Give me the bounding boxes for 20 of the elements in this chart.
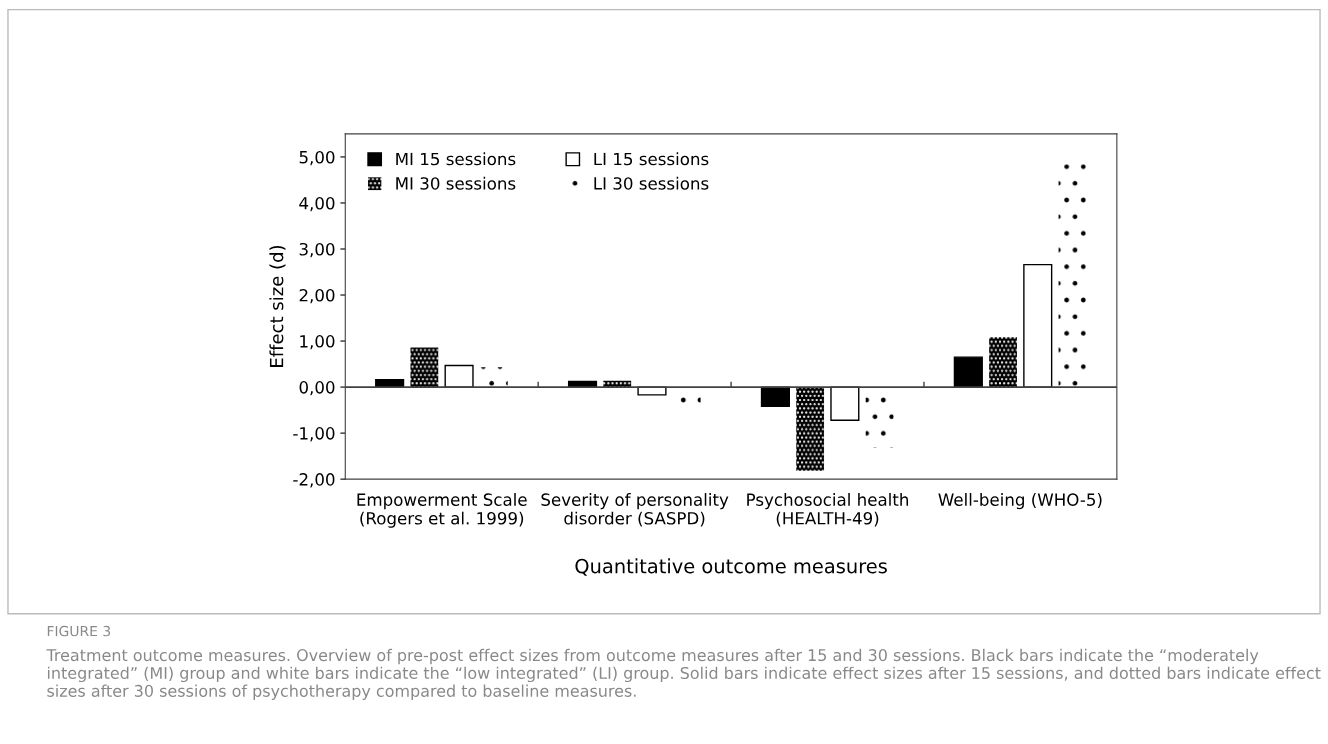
y-tick-label: 4,00: [299, 196, 335, 212]
caption: FIGURE 3: [47, 625, 111, 637]
y-tick-label: 1,00: [300, 335, 335, 350]
legend-label: MI 15 sessions: [396, 152, 516, 166]
x-axis-title: Quantitative outcome measures: [575, 558, 887, 576]
y-tick-label: 2,00: [299, 288, 335, 304]
x-tick-label: Psychosocial health (HEALTH-49): [747, 493, 908, 527]
y-tick-label: 0,00: [299, 381, 335, 396]
y-axis-title: Effect size (d): [269, 245, 286, 367]
legend-label: LI 30 sessions: [594, 176, 709, 190]
y-tick-label: -2,00: [293, 473, 335, 488]
x-tick-label: Well-being (WHO-5): [938, 493, 1102, 510]
x-tick-label: Empowerment Scale (Rogers et al. 1999): [357, 493, 527, 528]
y-tick-label: 3,00: [299, 242, 335, 258]
x-tick-label: Severity of personality disorder (SASPD): [541, 493, 729, 527]
text: Treatment outcome measures. Overview of pre-post effect sizes from outcome measures after 15 and 30 sessions. Black bars indicate the “moderately integrated” (MI) group and white bars indicate the “low integrated” (LI) group. Solid bars indicate effect sizes after 15 sessions, and dotted bars indicate effect sizes after 30 sessions of psychotherapy compared to baseline measures.: [46, 648, 1321, 700]
legend-label: MI 30 sessions: [396, 176, 516, 190]
y-tick-label: -1,00: [293, 427, 335, 442]
y-tick-label: 5,00: [299, 150, 335, 166]
legend-label: LI 15 sessions: [594, 152, 709, 166]
